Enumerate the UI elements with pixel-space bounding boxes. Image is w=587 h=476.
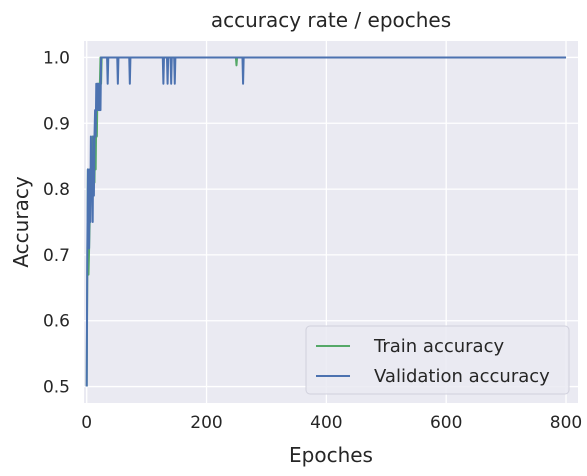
x-tick-label: 200 xyxy=(190,413,222,433)
legend-box xyxy=(305,325,570,395)
series-line-validation xyxy=(85,56,567,387)
x-axis-ticks: 0 200 400 600 800 xyxy=(81,413,582,433)
x-tick-label: 0 xyxy=(81,413,92,433)
y-tick-label: 0.7 xyxy=(43,246,70,266)
y-tick-label: 0.5 xyxy=(43,378,70,398)
y-axis-label: Accuracy xyxy=(9,176,33,267)
x-axis-label: Epoches xyxy=(289,443,373,467)
series-layer xyxy=(85,56,567,387)
legend-label-train: Train accuracy xyxy=(373,336,504,357)
y-tick-label: 0.6 xyxy=(43,312,70,332)
y-axis-ticks: 0.5 0.6 0.7 0.8 0.9 1.0 xyxy=(43,48,70,397)
legend-label-validation: Validation accuracy xyxy=(374,366,550,387)
y-tick-label: 1.0 xyxy=(43,48,70,68)
x-tick-label: 600 xyxy=(430,413,462,433)
x-tick-label: 800 xyxy=(550,413,582,433)
y-tick-label: 0.8 xyxy=(43,180,70,200)
chart-title: accuracy rate / epoches xyxy=(211,8,451,32)
y-tick-label: 0.9 xyxy=(43,114,70,134)
x-tick-label: 400 xyxy=(310,413,342,433)
legend: Train accuracy Validation accuracy xyxy=(305,325,570,395)
